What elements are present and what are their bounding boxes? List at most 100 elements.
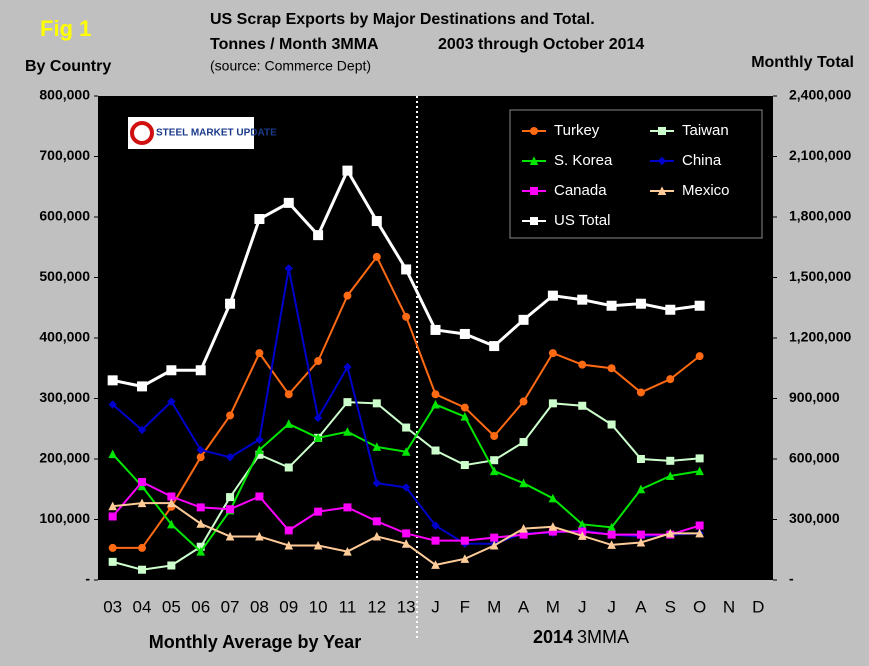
marker <box>313 540 323 550</box>
legend-label: Taiwan <box>682 122 729 139</box>
marker <box>255 445 264 454</box>
marker <box>225 298 236 309</box>
marker <box>167 519 176 529</box>
legend-label: Canada <box>554 182 607 199</box>
marker <box>284 419 294 428</box>
x-tick-label: 09 <box>279 597 298 616</box>
marker <box>401 447 411 456</box>
marker <box>636 484 646 494</box>
legend-marker <box>658 127 666 135</box>
marker <box>548 349 557 358</box>
marker <box>607 420 616 429</box>
y-tick-label: 600,000 <box>39 208 90 224</box>
marker <box>665 471 675 480</box>
x-axis-label: Monthly Average by Year <box>149 632 361 652</box>
marker <box>107 375 118 386</box>
marker <box>255 492 264 501</box>
legend-label: Turkey <box>554 122 600 139</box>
legend-label: US Total <box>554 212 610 229</box>
marker <box>402 423 411 432</box>
logo: STEEL MARKET UPDATE <box>156 128 277 139</box>
marker <box>255 435 264 444</box>
y2-tick-label: 1,800,000 <box>789 208 851 224</box>
legend-marker <box>530 187 538 195</box>
marker <box>108 400 117 409</box>
marker <box>225 452 235 462</box>
marker <box>342 165 353 176</box>
x-tick-label: 06 <box>191 597 210 616</box>
marker <box>196 503 205 512</box>
marker <box>284 390 293 399</box>
marker <box>402 529 411 538</box>
x-tick-label: A <box>635 597 647 616</box>
marker <box>431 399 440 409</box>
marker <box>548 493 558 503</box>
marker <box>314 507 323 516</box>
marker <box>226 505 235 514</box>
marker <box>666 456 675 465</box>
marker <box>695 466 704 476</box>
x-tick-label: M <box>487 597 501 616</box>
x-axis-label: 2014 <box>533 627 573 647</box>
marker <box>372 531 382 541</box>
marker <box>138 565 147 574</box>
x-tick-label: 04 <box>133 597 152 616</box>
x-tick-label: J <box>607 597 616 616</box>
marker <box>577 531 587 540</box>
fig-label: Fig 1 <box>40 16 91 41</box>
marker <box>548 522 558 531</box>
x-tick-label: M <box>546 597 560 616</box>
marker <box>343 291 352 300</box>
x-tick-label: 08 <box>250 597 269 616</box>
y2-tick-label: 2,400,000 <box>789 87 851 103</box>
legend-marker <box>530 217 538 225</box>
marker <box>371 216 382 227</box>
x-tick-label: O <box>693 597 706 616</box>
legend-label: Mexico <box>682 182 730 199</box>
x-tick-label: 07 <box>221 597 240 616</box>
chart-subtitle: Tonnes / Month 3MMA <box>210 36 379 53</box>
marker <box>226 411 235 420</box>
marker <box>695 352 704 361</box>
marker <box>665 528 675 538</box>
marker <box>665 304 676 315</box>
marker <box>460 412 470 421</box>
marker <box>343 398 352 407</box>
x-tick-label: S <box>665 597 676 616</box>
marker <box>138 477 147 486</box>
marker <box>431 536 440 545</box>
marker <box>519 523 528 533</box>
marker <box>636 388 645 397</box>
marker <box>196 445 205 455</box>
marker <box>372 252 381 261</box>
marker <box>284 540 294 550</box>
marker <box>401 483 411 492</box>
marker <box>578 360 587 369</box>
marker <box>636 530 645 539</box>
marker <box>695 528 704 538</box>
x-tick-label: A <box>518 597 530 616</box>
x-tick-label: 05 <box>162 597 181 616</box>
y-tick-label: 100,000 <box>39 510 90 526</box>
marker <box>343 362 352 372</box>
legend <box>509 109 763 239</box>
marker <box>108 501 117 511</box>
chart-subtitle: 2003 through October 2014 <box>438 36 644 53</box>
marker <box>372 442 382 451</box>
marker <box>636 455 645 463</box>
y2-tick-label: 1,500,000 <box>789 268 851 284</box>
marker <box>459 328 470 339</box>
legend-label: China <box>682 152 722 169</box>
y-tick-label: 700,000 <box>39 147 90 163</box>
marker <box>372 399 381 408</box>
logo-icon <box>130 121 154 145</box>
marker <box>314 356 323 365</box>
marker <box>430 324 441 335</box>
y2-tick-label: - <box>789 571 794 587</box>
marker <box>196 546 206 556</box>
marker <box>225 531 235 541</box>
marker <box>372 517 381 526</box>
x-tick-label: 11 <box>339 597 357 616</box>
y-tick-label: 500,000 <box>39 268 90 284</box>
